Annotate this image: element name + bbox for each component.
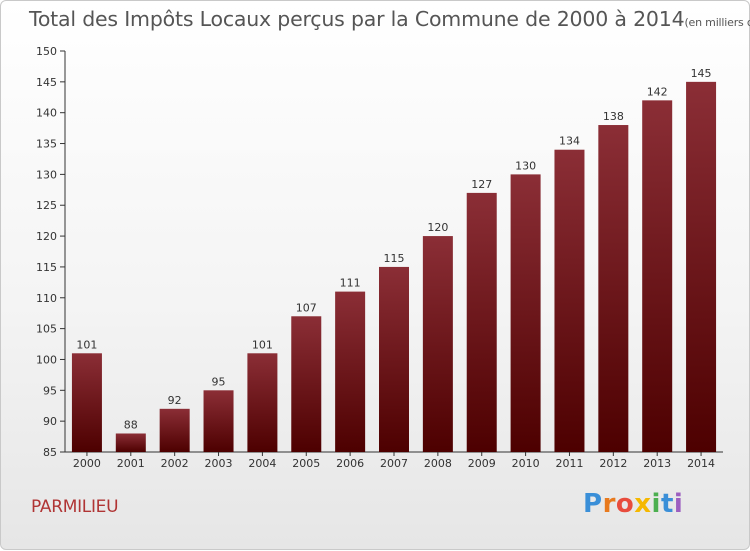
bar-2011 bbox=[554, 149, 585, 452]
y-tick-label: 85 bbox=[43, 446, 57, 459]
y-tick-label: 115 bbox=[36, 261, 57, 274]
logo-letter: t bbox=[660, 489, 674, 519]
x-tick-label-2003: 2003 bbox=[205, 457, 233, 470]
bar-2014 bbox=[686, 81, 717, 452]
x-tick-label-2005: 2005 bbox=[292, 457, 320, 470]
x-tick-label-2000: 2000 bbox=[73, 457, 101, 470]
bar-2002 bbox=[159, 408, 190, 452]
logo-letter: P bbox=[583, 489, 603, 519]
logo-letter: r bbox=[602, 489, 616, 519]
y-tick-label: 90 bbox=[43, 415, 57, 428]
x-tick-label-2004: 2004 bbox=[248, 457, 276, 470]
bar-2008 bbox=[422, 236, 453, 452]
logo-letter: x bbox=[634, 489, 652, 519]
x-tick-label-2002: 2002 bbox=[161, 457, 189, 470]
data-label-2002: 92 bbox=[168, 394, 182, 407]
chart-title: Total des Impôts Locaux perçus par la Co… bbox=[29, 7, 750, 31]
data-label-2012: 138 bbox=[603, 110, 624, 123]
x-tick-label-2011: 2011 bbox=[555, 457, 583, 470]
bar-2005 bbox=[291, 316, 322, 452]
data-label-2001: 88 bbox=[124, 418, 138, 431]
bar-2004 bbox=[247, 353, 278, 452]
data-label-2011: 134 bbox=[559, 135, 580, 148]
data-label-2010: 130 bbox=[515, 159, 536, 172]
y-tick-label: 95 bbox=[43, 384, 57, 397]
chart-bars bbox=[71, 81, 717, 453]
x-tick-label-2013: 2013 bbox=[643, 457, 671, 470]
x-tick-label-2007: 2007 bbox=[380, 457, 408, 470]
bar-2000 bbox=[71, 353, 102, 452]
x-tick-label-2009: 2009 bbox=[468, 457, 496, 470]
logo-letter: i bbox=[651, 489, 661, 519]
data-label-2006: 111 bbox=[340, 277, 361, 290]
chart-data-labels: 101 88 92 95 101 107 111 115 120 127 130 134 138 142 1… bbox=[76, 67, 711, 432]
y-tick-label: 110 bbox=[36, 292, 57, 305]
data-label-2000: 101 bbox=[76, 338, 97, 351]
x-tick-label-2001: 2001 bbox=[117, 457, 145, 470]
bar-2012 bbox=[598, 125, 629, 453]
x-tick-label-2008: 2008 bbox=[424, 457, 452, 470]
data-label-2009: 127 bbox=[471, 178, 492, 191]
data-label-2008: 120 bbox=[427, 221, 448, 234]
y-tick-label: 120 bbox=[36, 230, 57, 243]
chart-title-text: Total des Impôts Locaux perçus par la Co… bbox=[29, 7, 685, 31]
y-tick-label: 150 bbox=[36, 45, 57, 58]
y-tick-label: 140 bbox=[36, 107, 57, 120]
y-tick-label: 130 bbox=[36, 168, 57, 181]
data-label-2013: 142 bbox=[647, 85, 668, 98]
bar-2006 bbox=[335, 291, 366, 452]
proxiti-logo: Proxiti bbox=[583, 489, 683, 519]
bar-2009 bbox=[466, 192, 497, 452]
x-tick-label-2012: 2012 bbox=[599, 457, 627, 470]
commune-name: PARMILIEU bbox=[31, 497, 119, 517]
chart-axes: 85 90 95 100 105 110 115 120 125 130 135 140 145 150 2… bbox=[36, 45, 723, 470]
x-tick-label-2006: 2006 bbox=[336, 457, 364, 470]
data-label-2004: 101 bbox=[252, 338, 273, 351]
y-tick-label: 145 bbox=[36, 76, 57, 89]
bar-2010 bbox=[510, 174, 541, 452]
y-tick-label: 125 bbox=[36, 199, 57, 212]
data-label-2005: 107 bbox=[296, 301, 317, 314]
x-tick-label-2010: 2010 bbox=[512, 457, 540, 470]
bar-2007 bbox=[379, 266, 409, 452]
x-tick-label-2014: 2014 bbox=[687, 457, 715, 470]
data-label-2014: 145 bbox=[691, 67, 712, 80]
data-label-2007: 115 bbox=[384, 252, 405, 265]
y-tick-label: 105 bbox=[36, 323, 57, 336]
bar-2001 bbox=[115, 433, 146, 452]
y-tick-label: 100 bbox=[36, 353, 57, 366]
data-label-2003: 95 bbox=[212, 375, 226, 388]
y-tick-label: 135 bbox=[36, 138, 57, 151]
bar-2003 bbox=[203, 390, 234, 452]
bar-2013 bbox=[642, 100, 673, 452]
logo-letter: i bbox=[673, 489, 684, 519]
logo-letter: o bbox=[615, 489, 635, 519]
chart-unit: (en milliers d'€) bbox=[684, 16, 750, 29]
